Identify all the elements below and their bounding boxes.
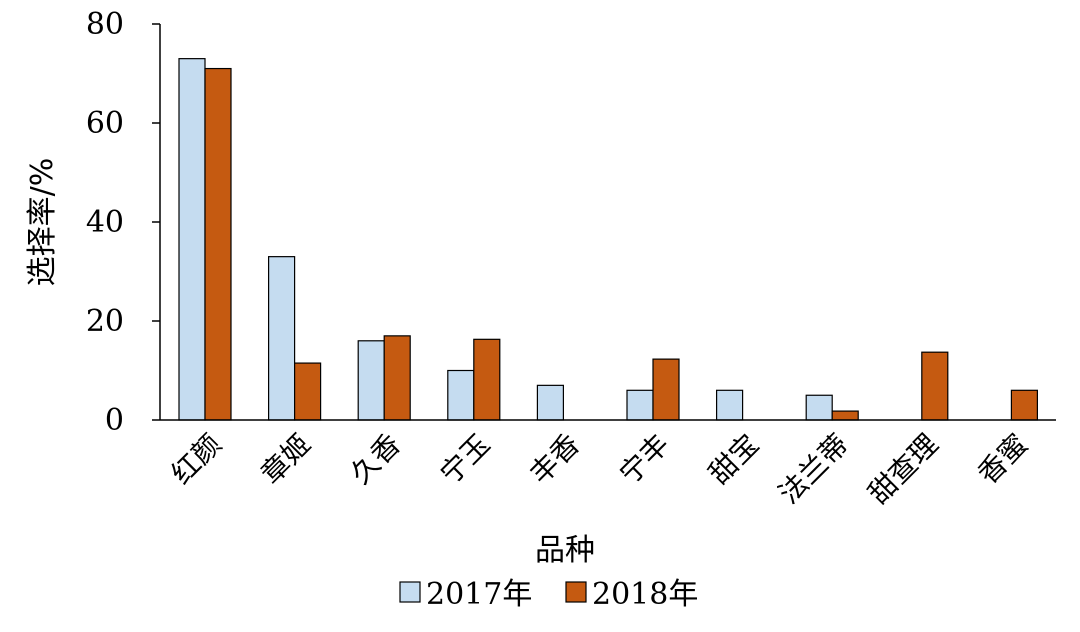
bar-1-2 [268, 256, 296, 421]
bar-2-4 [473, 338, 501, 421]
bar-1-3 [357, 340, 385, 421]
bar-2-10 [1010, 389, 1039, 421]
bar-2-2 [294, 362, 322, 421]
bar-1-1 [178, 58, 206, 421]
x-tick-label: 红颜 [165, 428, 228, 491]
legend-label: 2017年 [426, 577, 532, 612]
bars-layer [178, 58, 1039, 421]
bar-1-5 [536, 384, 565, 421]
x-tick-label: 久香 [344, 428, 407, 491]
y-tick-label: 20 [86, 304, 124, 339]
bar-2-3 [383, 335, 411, 421]
x-tick-label: 丰香 [523, 428, 586, 491]
x-tick-label: 香蜜 [971, 428, 1034, 491]
x-tick-label: 甜查理 [862, 428, 945, 511]
x-tick-label: 宁丰 [613, 428, 676, 491]
legend: 2017年 2018年 [399, 577, 698, 612]
y-tick-label: 60 [86, 106, 124, 141]
bar-1-4 [447, 369, 475, 421]
x-tick-label: 宁玉 [434, 428, 497, 491]
bar-2-1 [204, 67, 232, 421]
y-axis-title: 选择率/% [25, 158, 60, 287]
x-ticks: 红颜 章姬 久香 宁玉 丰香 宁丰 甜宝 法兰蒂 甜查理 香蜜 [165, 428, 1034, 511]
bar-2-6 [652, 358, 680, 421]
legend-label: 2018年 [592, 577, 698, 612]
y-tick-label: 40 [86, 205, 124, 240]
x-tick-label: 法兰蒂 [772, 428, 855, 511]
bar-1-7 [715, 389, 744, 421]
bar-1-8 [805, 394, 833, 421]
bar-1-6 [626, 389, 654, 421]
x-axis-title: 品种 [535, 533, 595, 568]
y-tick-label: 80 [86, 7, 124, 42]
legend-swatch [565, 581, 587, 603]
bar-2-9 [921, 351, 949, 421]
y-tick-label: 0 [105, 403, 124, 438]
x-tick-label: 章姬 [254, 428, 317, 491]
legend-swatch [399, 581, 421, 603]
y-ticks: 0 20 40 60 80 [86, 7, 160, 438]
bar-2-8 [831, 410, 859, 421]
x-tick-label: 甜宝 [702, 428, 765, 491]
